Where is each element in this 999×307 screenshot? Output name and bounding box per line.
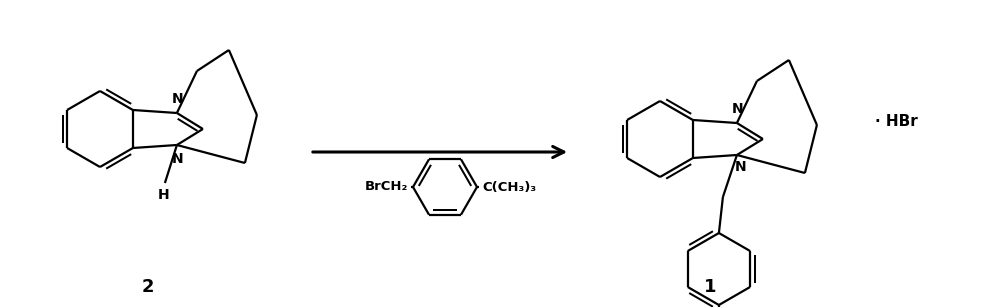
Text: H: H <box>158 188 170 202</box>
Text: N: N <box>172 92 184 106</box>
Text: N: N <box>735 160 746 174</box>
Text: · HBr: · HBr <box>875 115 918 130</box>
Text: 2: 2 <box>142 278 154 296</box>
Text: N: N <box>172 152 184 166</box>
Text: N: N <box>732 102 743 116</box>
Text: C(CH₃)₃: C(CH₃)₃ <box>482 181 536 193</box>
Text: BrCH₂: BrCH₂ <box>365 181 408 193</box>
Text: 1: 1 <box>703 278 716 296</box>
